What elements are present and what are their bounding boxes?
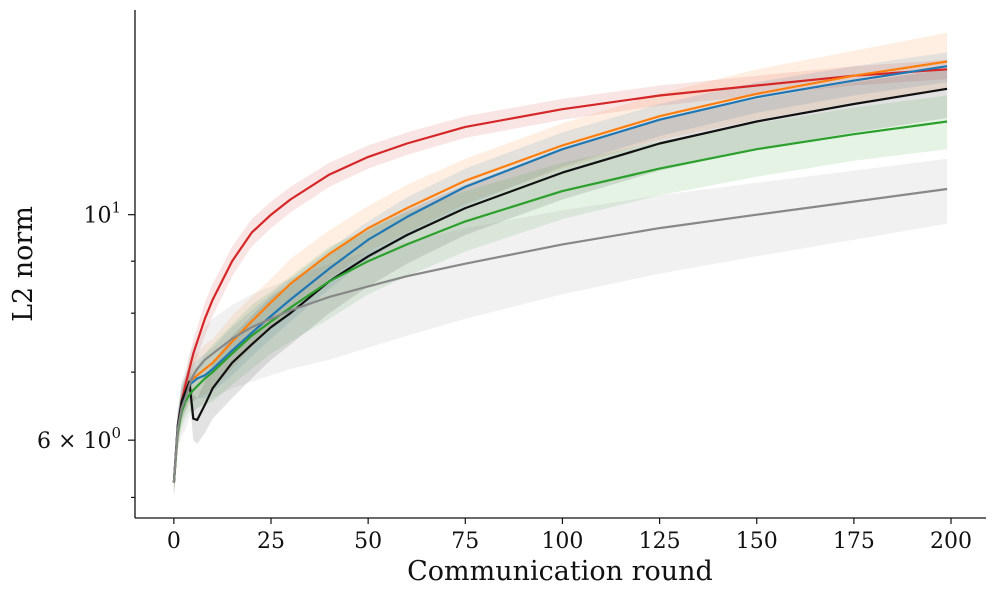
y-axis-label: L2 norm <box>8 206 39 322</box>
series-1-line <box>172 68 948 483</box>
series-4-line <box>172 87 948 483</box>
x-tick-label: 0 <box>167 529 181 554</box>
x-tick-label: 50 <box>354 529 382 554</box>
x-tick-label: 200 <box>930 529 972 554</box>
series-5-line <box>172 120 948 483</box>
series-5-band <box>173 95 948 495</box>
y-tick-label: 101 <box>83 199 121 229</box>
x-tick-label: 75 <box>451 529 479 554</box>
series-6-band <box>173 158 948 500</box>
x-tick-label: 125 <box>639 529 681 554</box>
series-6-line <box>172 187 948 483</box>
x-axis-ticks: 0 25 50 75 100 125 150 175 200 <box>167 518 972 554</box>
series-1-band <box>173 59 948 491</box>
x-tick-label: 100 <box>541 529 583 554</box>
x-tick-label: 25 <box>257 529 285 554</box>
x-tick-label: 150 <box>736 529 778 554</box>
series-lines <box>172 60 948 483</box>
confidence-bands <box>173 32 948 500</box>
series-3-band <box>173 52 948 495</box>
x-tick-label: 175 <box>833 529 875 554</box>
x-axis-label: Communication round <box>407 556 713 587</box>
y-axis-ticks: 6 × 100 101 <box>37 199 135 499</box>
y-tick-label: 6 × 100 <box>37 424 121 454</box>
